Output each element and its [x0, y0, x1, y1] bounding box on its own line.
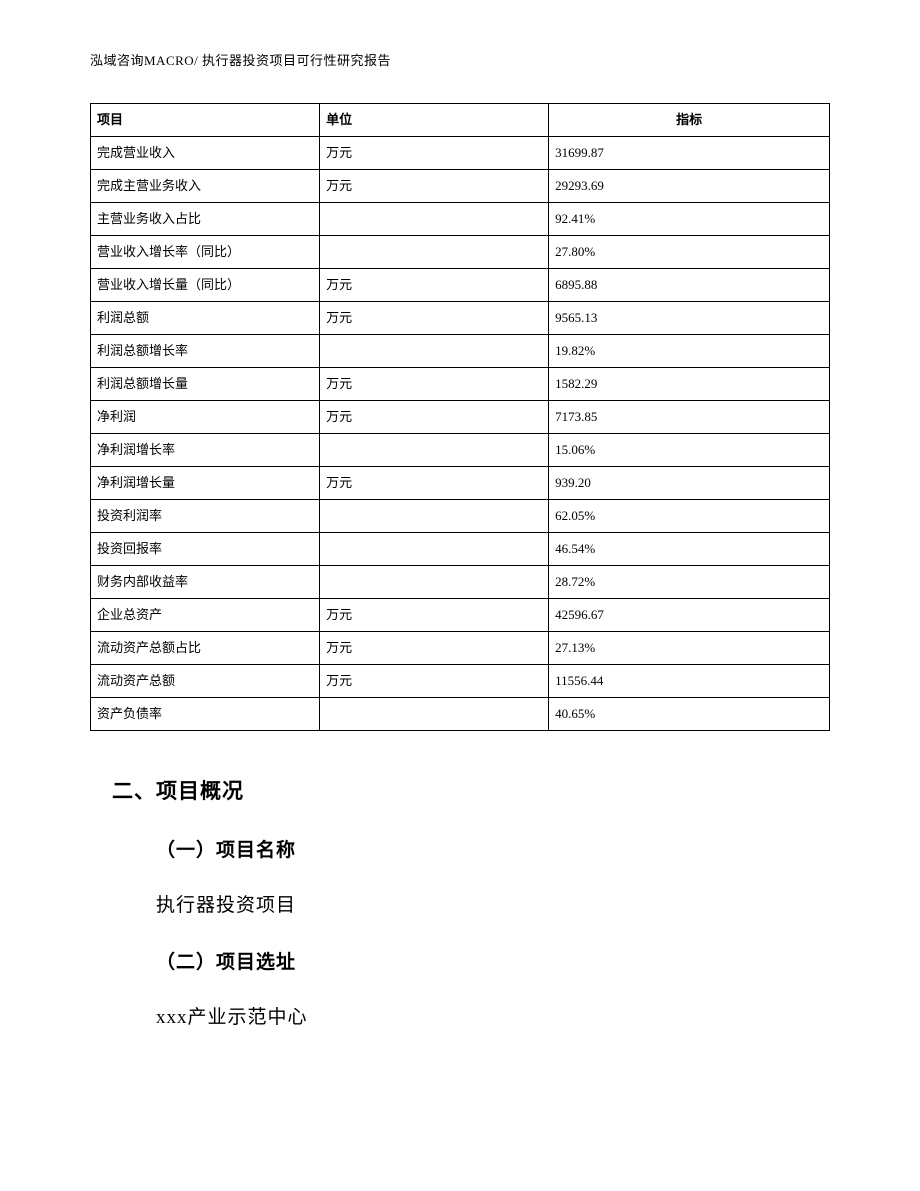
table-cell: 投资回报率 [91, 533, 320, 566]
section-2-heading: 二、项目概况 [112, 775, 830, 805]
table-row: 利润总额增长率 19.82% [91, 335, 830, 368]
table-cell: 27.13% [549, 632, 830, 665]
col-header-item: 项目 [91, 104, 320, 137]
table-cell: 万元 [320, 302, 549, 335]
section-2-2-text: xxx产业示范中心 [156, 1002, 830, 1029]
section-2-1-text: 执行器投资项目 [156, 890, 830, 917]
table-row: 流动资产总额万元11556.44 [91, 665, 830, 698]
table-cell: 万元 [320, 632, 549, 665]
table-row: 投资回报率 46.54% [91, 533, 830, 566]
table-cell: 6895.88 [549, 269, 830, 302]
section-2-2-heading: （二）项目选址 [156, 947, 830, 974]
table-cell: 万元 [320, 368, 549, 401]
table-row: 财务内部收益率 28.72% [91, 566, 830, 599]
table-cell [320, 335, 549, 368]
table-cell: 净利润增长量 [91, 467, 320, 500]
table-row: 流动资产总额占比万元27.13% [91, 632, 830, 665]
table-cell: 29293.69 [549, 170, 830, 203]
table-cell: 完成营业收入 [91, 137, 320, 170]
table-cell: 42596.67 [549, 599, 830, 632]
table-cell [320, 500, 549, 533]
table-cell [320, 203, 549, 236]
table-row: 完成主营业务收入万元29293.69 [91, 170, 830, 203]
table-cell: 资产负债率 [91, 698, 320, 731]
table-row: 营业收入增长率（同比） 27.80% [91, 236, 830, 269]
table-cell: 营业收入增长率（同比） [91, 236, 320, 269]
table-cell: 利润总额增长率 [91, 335, 320, 368]
table-row: 完成营业收入万元31699.87 [91, 137, 830, 170]
table-cell: 万元 [320, 170, 549, 203]
table-cell: 净利润 [91, 401, 320, 434]
table-row: 资产负债率 40.65% [91, 698, 830, 731]
table-cell [320, 698, 549, 731]
table-cell: 万元 [320, 599, 549, 632]
table-cell: 31699.87 [549, 137, 830, 170]
table-cell: 11556.44 [549, 665, 830, 698]
table-cell [320, 566, 549, 599]
table-cell: 万元 [320, 401, 549, 434]
table-cell: 流动资产总额占比 [91, 632, 320, 665]
table-cell: 万元 [320, 269, 549, 302]
table-cell: 利润总额增长量 [91, 368, 320, 401]
table-cell: 939.20 [549, 467, 830, 500]
table-row: 企业总资产万元42596.67 [91, 599, 830, 632]
table-row: 净利润增长率 15.06% [91, 434, 830, 467]
table-row: 营业收入增长量（同比）万元6895.88 [91, 269, 830, 302]
table-cell: 流动资产总额 [91, 665, 320, 698]
table-row: 利润总额增长量万元1582.29 [91, 368, 830, 401]
table-cell: 完成主营业务收入 [91, 170, 320, 203]
table-row: 净利润万元7173.85 [91, 401, 830, 434]
table-cell: 万元 [320, 467, 549, 500]
table-cell: 万元 [320, 665, 549, 698]
col-header-value: 指标 [549, 104, 830, 137]
table-cell: 1582.29 [549, 368, 830, 401]
table-row: 净利润增长量万元939.20 [91, 467, 830, 500]
table-cell: 27.80% [549, 236, 830, 269]
table-cell: 40.65% [549, 698, 830, 731]
table-cell: 7173.85 [549, 401, 830, 434]
table-row: 利润总额万元9565.13 [91, 302, 830, 335]
table-cell: 62.05% [549, 500, 830, 533]
table-cell: 15.06% [549, 434, 830, 467]
section-2-1-heading: （一）项目名称 [156, 835, 830, 862]
table-cell: 9565.13 [549, 302, 830, 335]
table-cell [320, 236, 549, 269]
table-row: 投资利润率 62.05% [91, 500, 830, 533]
financial-table: 项目 单位 指标 完成营业收入万元31699.87完成主营业务收入万元29293… [90, 103, 830, 731]
table-header-row: 项目 单位 指标 [91, 104, 830, 137]
table-cell: 19.82% [549, 335, 830, 368]
table-cell: 利润总额 [91, 302, 320, 335]
page-header: 泓域咨询MACRO/ 执行器投资项目可行性研究报告 [90, 50, 830, 69]
table-cell: 46.54% [549, 533, 830, 566]
table-cell: 财务内部收益率 [91, 566, 320, 599]
table-cell: 投资利润率 [91, 500, 320, 533]
table-cell: 净利润增长率 [91, 434, 320, 467]
table-cell [320, 533, 549, 566]
table-row: 主营业务收入占比 92.41% [91, 203, 830, 236]
table-cell: 28.72% [549, 566, 830, 599]
table-cell: 万元 [320, 137, 549, 170]
table-cell: 主营业务收入占比 [91, 203, 320, 236]
table-cell: 92.41% [549, 203, 830, 236]
col-header-unit: 单位 [320, 104, 549, 137]
table-cell [320, 434, 549, 467]
table-cell: 企业总资产 [91, 599, 320, 632]
table-cell: 营业收入增长量（同比） [91, 269, 320, 302]
